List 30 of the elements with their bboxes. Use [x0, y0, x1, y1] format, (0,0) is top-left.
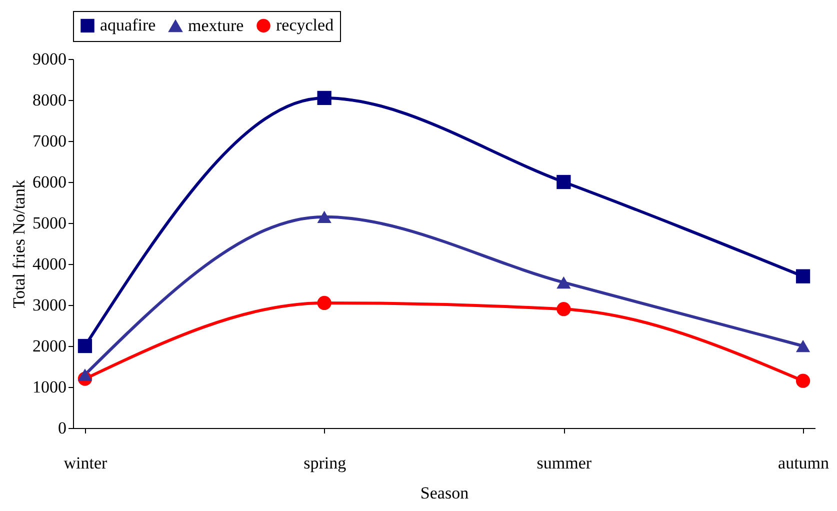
y-tick-label: 2000 [32, 336, 66, 356]
point [556, 302, 571, 316]
y-tick-label: 3000 [32, 296, 66, 314]
point [317, 210, 332, 223]
y-tick-label: 0 [58, 418, 66, 438]
point [78, 338, 92, 354]
point [796, 269, 810, 284]
y-tick-label: 9000 [32, 50, 66, 68]
x-tick-label: autumn [778, 454, 830, 472]
point [317, 90, 332, 106]
y-tick-label: 5000 [32, 214, 66, 232]
legend-label: aquafire [100, 16, 156, 35]
legend-label: recycled [276, 16, 334, 35]
x-tick-label: summer [536, 454, 592, 472]
y-tick-label: 4000 [32, 254, 66, 274]
point [556, 174, 571, 190]
legend-label: mexture [188, 16, 244, 36]
y-tick-label: 6000 [32, 172, 66, 192]
y-tick-label: 8000 [32, 90, 66, 110]
y-tick-label: 1000 [32, 378, 66, 396]
x-tick-label: spring [304, 454, 347, 472]
point [796, 374, 810, 388]
x-tick-label: winter [64, 454, 108, 472]
point [796, 340, 810, 352]
point [556, 276, 571, 289]
y-tick-label: 7000 [32, 132, 66, 150]
x-axis-title: Season [420, 484, 470, 502]
point [317, 296, 332, 310]
y-axis-title: Total fries No/tank [10, 179, 28, 308]
point [78, 368, 92, 381]
